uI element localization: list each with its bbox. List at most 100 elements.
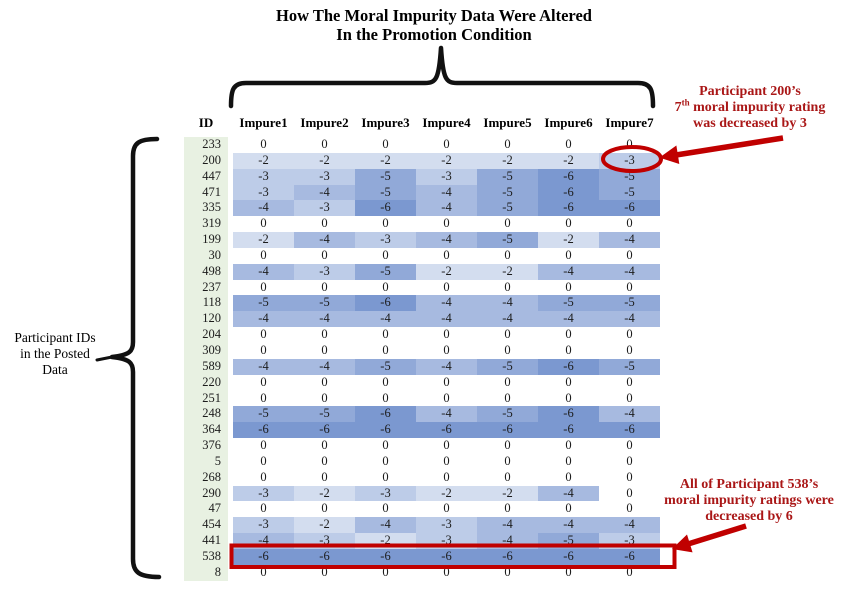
value-cell: 0 xyxy=(416,374,477,391)
value-cell: -3 xyxy=(233,168,294,185)
value-cell: -3 xyxy=(233,184,294,201)
participant-ids-label-line1: Participant IDs xyxy=(14,330,96,345)
table-row: 120 -4 -4 -4 -4 -4 -4 -4 xyxy=(184,311,660,328)
value-cell: 0 xyxy=(355,342,416,359)
value-cell: 0 xyxy=(355,453,416,470)
value-cell: -6 xyxy=(477,548,538,565)
value-cell: 0 xyxy=(538,438,599,454)
value-cell: -4 xyxy=(416,311,477,328)
table-row: 220 0 0 0 0 0 0 0 xyxy=(184,374,660,391)
value-cell: 0 xyxy=(538,216,599,233)
value-cell: 0 xyxy=(294,453,355,470)
table-row: 290 -3 -2 -3 -2 -2 -4 0 xyxy=(184,485,660,502)
value-cell: 0 xyxy=(599,390,660,407)
participant-id-cell: 441 xyxy=(184,533,228,549)
participant-id-cell: 200 xyxy=(184,152,228,169)
value-cell: 0 xyxy=(233,279,294,296)
value-cell: -4 xyxy=(416,200,477,217)
table-row: 200 -2 -2 -2 -2 -2 -2 -3 xyxy=(184,152,660,169)
value-cell: 0 xyxy=(538,137,599,153)
value-cell: -2 xyxy=(416,485,477,502)
value-cell: -5 xyxy=(599,168,660,185)
arrow-to-circle xyxy=(659,135,784,164)
table-row: 447 -3 -3 -5 -3 -5 -6 -5 xyxy=(184,168,660,185)
value-cell: -4 xyxy=(477,311,538,328)
value-cell: 0 xyxy=(233,501,294,518)
value-cell: 0 xyxy=(538,453,599,470)
value-cell: 0 xyxy=(599,438,660,454)
value-cell: 0 xyxy=(416,438,477,454)
value-cell: 0 xyxy=(477,374,538,391)
value-cell: 0 xyxy=(294,564,355,581)
value-cell: -2 xyxy=(233,152,294,169)
value-cell: 0 xyxy=(294,374,355,391)
value-cell: 0 xyxy=(599,501,660,518)
value-cell: -2 xyxy=(294,152,355,169)
value-cell: -4 xyxy=(599,311,660,328)
value-cell: 0 xyxy=(599,453,660,470)
value-cell: 0 xyxy=(477,327,538,343)
value-cell: -6 xyxy=(538,184,599,201)
value-cell: -6 xyxy=(477,422,538,439)
value-cell: -3 xyxy=(294,533,355,549)
value-cell: -2 xyxy=(416,152,477,169)
value-cell: -5 xyxy=(477,358,538,375)
participant-id-cell: 319 xyxy=(184,216,228,233)
participant-id-cell: 454 xyxy=(184,517,228,534)
value-cell: 0 xyxy=(538,327,599,343)
value-cell: 0 xyxy=(233,247,294,264)
value-cell: -3 xyxy=(416,517,477,534)
participant-id-cell: 447 xyxy=(184,168,228,185)
value-cell: 0 xyxy=(294,469,355,486)
table-row: 204 0 0 0 0 0 0 0 xyxy=(184,327,660,343)
value-cell: 0 xyxy=(538,342,599,359)
value-cell: -5 xyxy=(477,168,538,185)
value-cell: -6 xyxy=(538,422,599,439)
value-cell: -3 xyxy=(355,485,416,502)
value-cell: 0 xyxy=(477,342,538,359)
value-cell: -6 xyxy=(599,422,660,439)
table-row: 237 0 0 0 0 0 0 0 xyxy=(184,279,660,296)
value-cell: -5 xyxy=(477,184,538,201)
value-cell: -5 xyxy=(538,533,599,549)
value-cell: 0 xyxy=(233,327,294,343)
value-cell: 0 xyxy=(233,374,294,391)
value-cell: -4 xyxy=(416,406,477,423)
table-row: 471 -3 -4 -5 -4 -5 -6 -5 xyxy=(184,184,660,201)
value-cell: -6 xyxy=(538,548,599,565)
value-cell: 0 xyxy=(355,247,416,264)
value-cell: 0 xyxy=(233,390,294,407)
value-cell: -4 xyxy=(233,533,294,549)
table-row: 335 -4 -3 -6 -4 -5 -6 -6 xyxy=(184,200,660,217)
value-cell: 0 xyxy=(416,501,477,518)
value-cell: 0 xyxy=(538,390,599,407)
value-cell: -4 xyxy=(416,295,477,312)
participant-id-cell: 120 xyxy=(184,311,228,328)
annotation-200-ordinal: 7 xyxy=(674,100,682,115)
table-row: 30 0 0 0 0 0 0 0 xyxy=(184,247,660,264)
annotation-participant-200: Participant 200’s 7th moral impurity rat… xyxy=(650,84,850,132)
participant-id-cell: 498 xyxy=(184,263,228,280)
table-row: 199 -2 -4 -3 -4 -5 -2 -4 xyxy=(184,232,660,248)
figure-title-line1: How The Moral Impurity Data Were Altered xyxy=(276,6,592,25)
table-row: 441 -4 -3 -2 -3 -4 -5 -3 xyxy=(184,533,660,549)
value-cell: 0 xyxy=(233,216,294,233)
value-cell: 0 xyxy=(355,279,416,296)
value-cell: 0 xyxy=(355,327,416,343)
value-cell: -3 xyxy=(294,263,355,280)
value-cell: -4 xyxy=(416,232,477,248)
value-cell: 0 xyxy=(355,216,416,233)
column-header: Impure6 xyxy=(544,115,593,130)
annotation-200-line2-rest: moral impurity rating xyxy=(689,100,826,115)
column-header: Impure2 xyxy=(300,115,349,130)
value-cell: -4 xyxy=(477,295,538,312)
participant-id-cell: 290 xyxy=(184,485,228,502)
value-cell: -3 xyxy=(416,168,477,185)
value-cell: -5 xyxy=(477,232,538,248)
value-cell: -4 xyxy=(477,517,538,534)
value-cell: -6 xyxy=(416,548,477,565)
value-cell: 0 xyxy=(233,564,294,581)
annotation-200-line1: Participant 200’s xyxy=(699,84,801,99)
value-cell: -4 xyxy=(538,311,599,328)
value-cell: 0 xyxy=(599,374,660,391)
